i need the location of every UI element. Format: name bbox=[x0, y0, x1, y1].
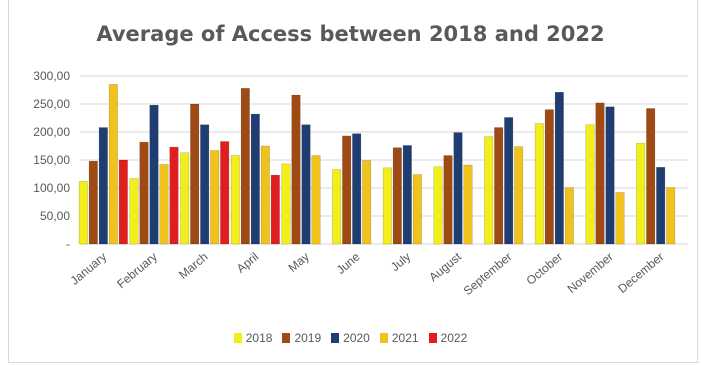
legend-item: 2021 bbox=[379, 331, 419, 345]
bar-2021-september bbox=[514, 146, 524, 245]
bar-2019-february bbox=[139, 141, 149, 245]
legend-item: 2022 bbox=[428, 331, 468, 345]
legend-label: 2018 bbox=[245, 331, 273, 345]
bar-2021-january bbox=[108, 84, 118, 245]
bar-2020-january bbox=[98, 127, 108, 245]
x-tick-label: November bbox=[565, 250, 616, 296]
bar-2021-april bbox=[260, 145, 270, 245]
bar-2018-may bbox=[281, 163, 291, 245]
bar-2020-july bbox=[402, 145, 412, 245]
bar-2018-february bbox=[129, 178, 139, 245]
bar-2022-january bbox=[118, 159, 128, 245]
legend-label: 2021 bbox=[391, 331, 419, 345]
bar-2019-may bbox=[291, 94, 301, 245]
bar-2021-december bbox=[666, 187, 676, 245]
y-tick-label: 200,00 bbox=[33, 125, 70, 139]
legend: 2018 2019 2020 2021 2022 bbox=[0, 331, 701, 345]
bar-2018-january bbox=[78, 181, 88, 245]
bar-2018-september bbox=[484, 136, 494, 245]
bar-2019-january bbox=[88, 160, 98, 245]
x-tick-label: October bbox=[524, 250, 566, 288]
bar-2019-september bbox=[494, 127, 504, 245]
bar-2019-july bbox=[392, 147, 402, 245]
y-tick-label: 300,00 bbox=[33, 69, 70, 83]
bar-2018-august bbox=[433, 166, 443, 245]
x-axis-labels: January February March April May June July Augu… bbox=[68, 249, 667, 298]
bar-2020-november bbox=[605, 106, 615, 245]
legend-item: 2019 bbox=[282, 331, 321, 345]
bar-2019-april bbox=[240, 88, 250, 245]
bar-2018-march bbox=[180, 152, 190, 245]
legend-swatch bbox=[379, 333, 388, 343]
x-tick-label: June bbox=[334, 249, 363, 277]
bar-2020-december bbox=[656, 167, 666, 245]
bar-2020-june bbox=[352, 133, 362, 245]
bar-2019-march bbox=[190, 103, 200, 245]
y-tick-label: 100,00 bbox=[33, 181, 70, 195]
bar-2018-july bbox=[382, 167, 392, 245]
bar-chart: - 50,00 100,00 150,00 200,00 250,00 300,00 Jan… bbox=[33, 69, 688, 298]
bar-2019-june bbox=[342, 135, 352, 245]
bar-2020-february bbox=[149, 104, 159, 245]
bars bbox=[78, 84, 676, 245]
x-tick-label: September bbox=[461, 250, 515, 298]
bar-2021-june bbox=[362, 160, 372, 245]
bar-2020-march bbox=[200, 124, 210, 245]
y-tick-label: 50,00 bbox=[40, 209, 70, 223]
bar-2021-july bbox=[412, 174, 422, 245]
bar-2018-april bbox=[230, 155, 240, 245]
bar-2022-march bbox=[220, 141, 230, 245]
bar-2018-december bbox=[636, 142, 646, 245]
legend-item: 2018 bbox=[233, 331, 273, 345]
bar-2021-november bbox=[615, 192, 625, 245]
chart-title: Average of Access between 2018 and 2022 bbox=[96, 22, 605, 46]
bar-2020-october bbox=[554, 91, 564, 245]
legend-swatch bbox=[331, 333, 340, 343]
legend-swatch bbox=[282, 333, 291, 343]
bar-2020-august bbox=[453, 132, 463, 245]
x-tick-label: May bbox=[286, 250, 312, 275]
bar-2021-may bbox=[311, 155, 321, 245]
y-tick-label: 250,00 bbox=[33, 97, 70, 111]
legend-item: 2020 bbox=[331, 331, 370, 345]
x-tick-label: July bbox=[388, 250, 413, 274]
bar-2021-october bbox=[564, 187, 574, 245]
x-tick-label: February bbox=[114, 250, 160, 292]
bar-2019-august bbox=[443, 155, 453, 245]
bar-2021-august bbox=[463, 164, 473, 245]
bar-2019-october bbox=[544, 109, 554, 245]
x-tick-label: March bbox=[176, 250, 211, 282]
legend-label: 2019 bbox=[294, 331, 322, 345]
y-tick-label: 150,00 bbox=[33, 153, 70, 167]
bar-2018-october bbox=[534, 123, 544, 245]
x-tick-label: January bbox=[68, 250, 110, 288]
bar-2019-november bbox=[595, 102, 605, 245]
bar-2021-march bbox=[210, 150, 220, 245]
x-tick-label: April bbox=[234, 250, 261, 276]
bar-2019-december bbox=[646, 108, 656, 245]
bar-2018-november bbox=[585, 124, 595, 245]
x-tick-label: August bbox=[426, 249, 464, 284]
chart-frame bbox=[8, 0, 698, 363]
bar-2022-february bbox=[169, 146, 179, 245]
legend-swatch bbox=[428, 333, 437, 343]
y-tick-label: - bbox=[66, 237, 70, 251]
y-axis-ticks: - 50,00 100,00 150,00 200,00 250,00 300,00 bbox=[33, 69, 70, 251]
legend-label: 2020 bbox=[343, 331, 370, 345]
bar-2021-february bbox=[159, 164, 169, 245]
x-tick-label: December bbox=[615, 250, 666, 296]
legend-label: 2022 bbox=[440, 331, 468, 345]
bar-2020-may bbox=[301, 124, 311, 245]
bar-2020-april bbox=[250, 113, 260, 245]
legend-swatch bbox=[233, 333, 242, 343]
bar-2020-september bbox=[504, 117, 514, 245]
bar-2022-april bbox=[270, 174, 280, 245]
bar-2018-june bbox=[332, 169, 342, 245]
